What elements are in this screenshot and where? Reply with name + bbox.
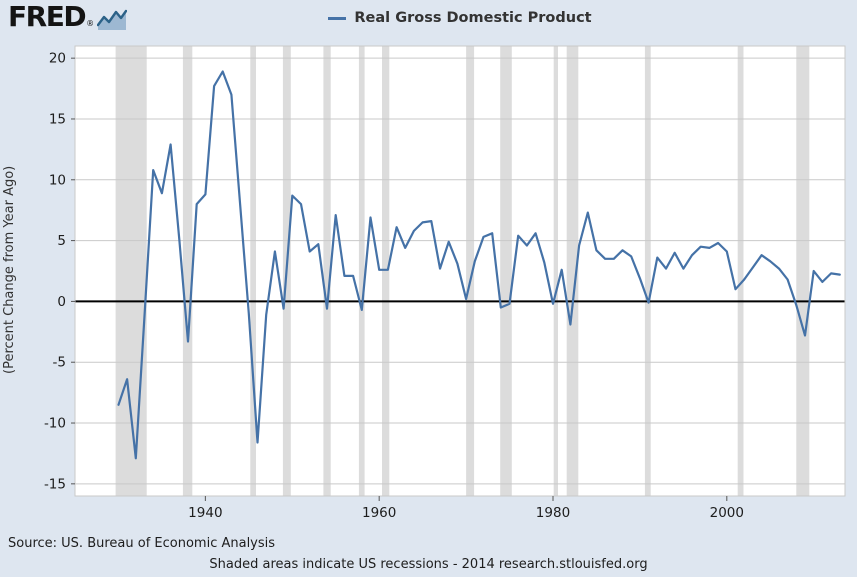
recession-band [737, 46, 744, 496]
recession-band [644, 46, 651, 496]
recession-band [466, 46, 475, 496]
x-tick-label: 1940 [188, 505, 222, 521]
x-tick-label: 1980 [536, 505, 570, 521]
recession-band [115, 46, 147, 496]
recession-band [500, 46, 512, 496]
y-tick-label: -10 [44, 416, 66, 432]
fred-logo-chart-icon [97, 9, 128, 31]
fred-logo-text: FRED [8, 0, 87, 33]
recession-band [553, 46, 558, 496]
gdp-line [117, 70, 841, 460]
recession-band [382, 46, 390, 496]
x-tick-label: 2000 [710, 505, 744, 521]
recession-band [566, 46, 579, 496]
recession-band [250, 46, 256, 496]
y-tick-label: 15 [49, 111, 66, 127]
recession-band [358, 46, 365, 496]
chart-area: -15 -10 -5 0 5 10 15 20 1940 1960 1980 2000 [0, 38, 857, 534]
recession-band [182, 46, 193, 496]
gdp-line-chart: -15 -10 -5 0 5 10 15 20 1940 1960 1980 2000 [44, 45, 846, 521]
x-tick-label: 1960 [362, 505, 396, 521]
chart-header: FRED ® Real Gross Domestic Product [0, 0, 857, 38]
chart-legend: Real Gross Domestic Product [75, 10, 845, 26]
legend-line-swatch [328, 16, 347, 20]
registered-trademark-symbol: ® [86, 19, 95, 28]
fred-logo[interactable]: FRED ® [8, 0, 128, 33]
y-tick-label: 5 [57, 233, 66, 249]
y-tick-label: 0 [57, 294, 66, 310]
recession-note: Shaded areas indicate US recessions - 20… [209, 557, 648, 572]
y-tick-label: -15 [44, 476, 66, 492]
source-attribution: Source: US. Bureau of Economic Analysis [8, 536, 276, 551]
y-tick-label: 20 [49, 51, 66, 67]
legend-series-label: Real Gross Domestic Product [354, 10, 592, 26]
recession-band [796, 46, 810, 496]
recession-band [323, 46, 331, 496]
y-tick-label: -5 [53, 355, 66, 371]
y-tick-label: 10 [49, 172, 66, 188]
plot-border [74, 45, 846, 497]
